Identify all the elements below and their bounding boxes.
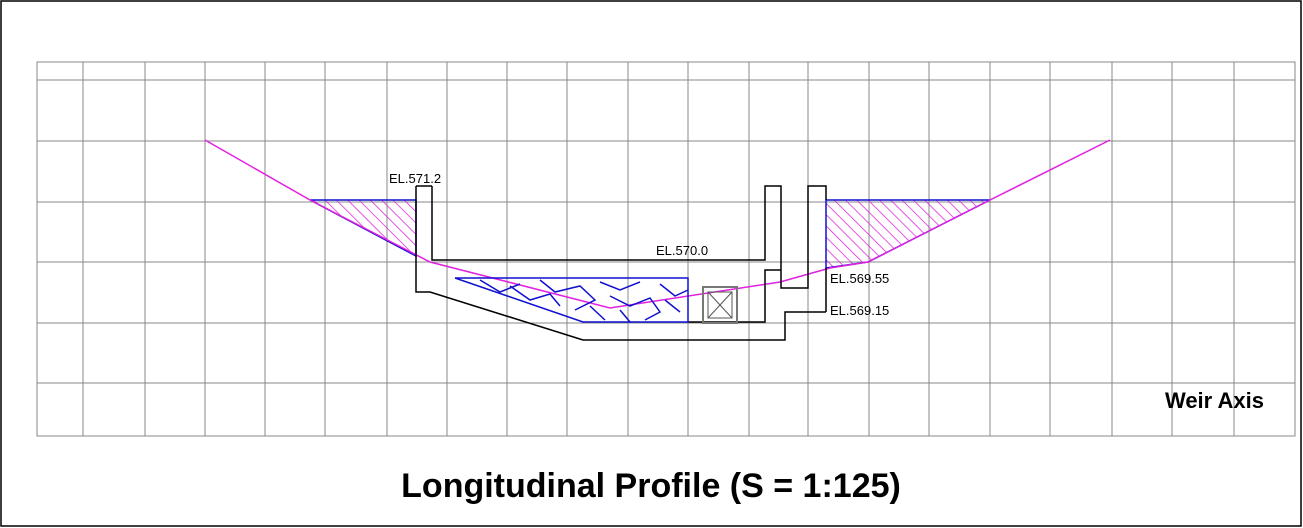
title: Longitudinal Profile (S = 1:125) xyxy=(401,467,901,505)
elevation-label: EL.569.55 xyxy=(830,271,889,286)
elevation-label: EL.569.15 xyxy=(830,303,889,318)
hatched-fill xyxy=(309,199,991,269)
gate-box xyxy=(702,286,738,324)
axis-label: Weir Axis xyxy=(1165,388,1264,413)
elevation-label: EL.570.0 xyxy=(656,243,708,258)
elevation-label: EL.571.2 xyxy=(389,171,441,186)
structure xyxy=(415,185,827,341)
ground-line xyxy=(204,139,1111,309)
riprap xyxy=(454,277,689,323)
grid xyxy=(36,61,1296,437)
